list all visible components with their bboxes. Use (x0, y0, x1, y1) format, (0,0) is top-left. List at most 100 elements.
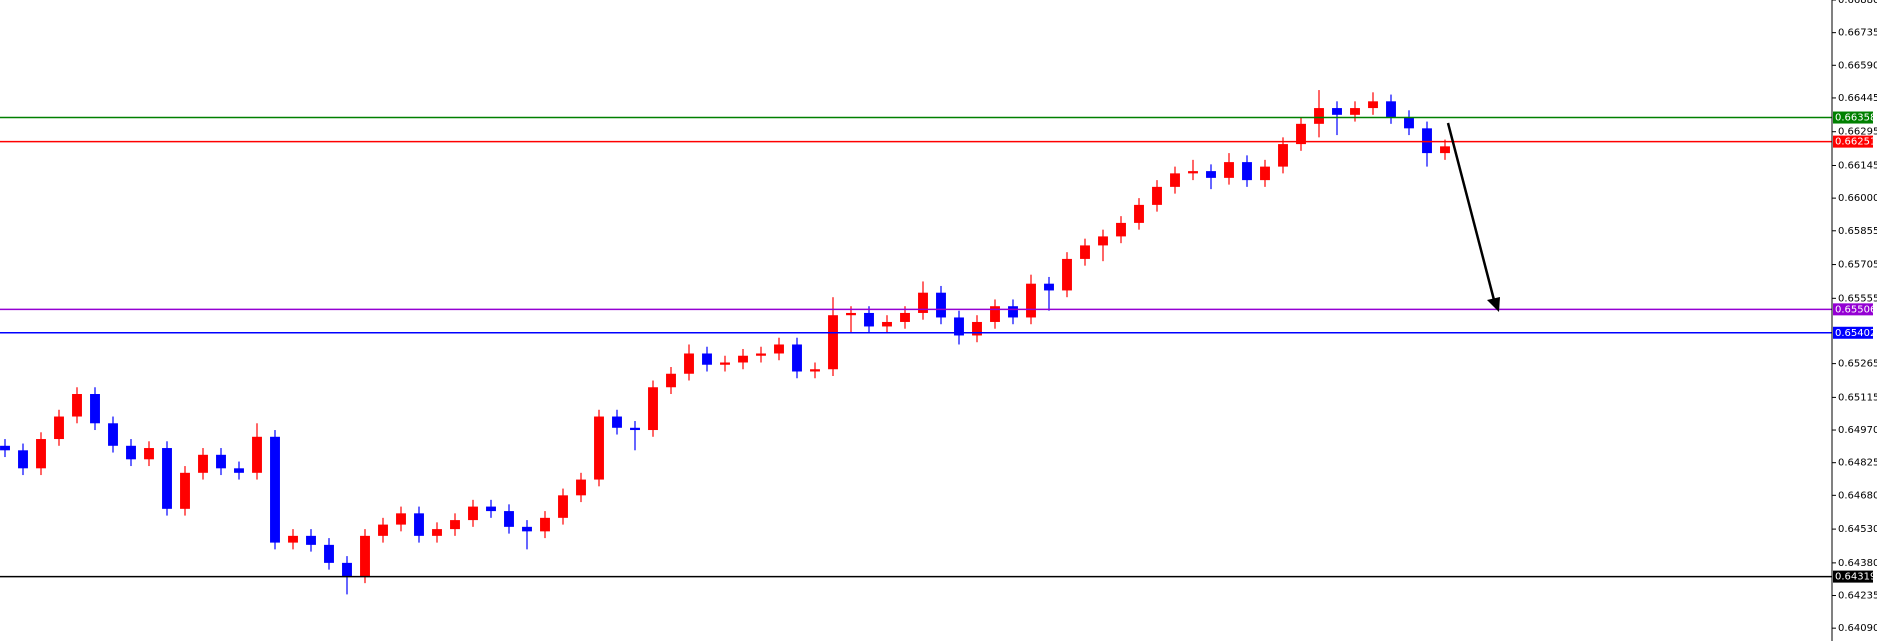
candle-body (1026, 283, 1036, 318)
candle-body (702, 353, 712, 365)
candle-body (756, 353, 766, 356)
candle-body (486, 506, 496, 512)
y-tick-label: 0.65555 (1838, 293, 1877, 304)
candle-body (774, 344, 784, 354)
candle-body (1224, 162, 1234, 178)
candle-body (738, 355, 748, 363)
candle-body (1062, 258, 1072, 291)
y-tick-label: 0.66000 (1838, 193, 1877, 204)
level-label: 0.66251 (1835, 137, 1876, 148)
y-tick-label: 0.64235 (1838, 591, 1877, 602)
candle-body (180, 472, 190, 509)
candle-body (1170, 173, 1180, 187)
candle-body (1242, 162, 1252, 181)
candle-body (648, 387, 658, 431)
candle-body (468, 506, 478, 521)
candle-body (450, 520, 460, 530)
candle-body (1152, 186, 1162, 205)
candle-body (144, 448, 154, 460)
candle-body (990, 306, 1000, 322)
arrow-head (1487, 297, 1500, 312)
candle-body (36, 439, 46, 469)
candle-body (270, 436, 280, 543)
candle-body (342, 562, 352, 577)
candle-body (1404, 117, 1414, 129)
candle-body (846, 312, 856, 316)
y-tick-label: 0.66445 (1838, 93, 1877, 104)
candle-body (864, 312, 874, 327)
candle-body (378, 524, 388, 536)
price-axis: 0.66880 0.66735 0.66590 0.66445 0.66295 0.661… (1832, 0, 1877, 634)
level-label-box (1833, 135, 1873, 148)
plot-area (0, 90, 1832, 595)
candle-body (1206, 171, 1216, 178)
level-label: 0.64319 (1835, 572, 1876, 583)
candle-body (324, 544, 334, 563)
candle-body (666, 373, 676, 388)
candle-body (234, 468, 244, 473)
candle-body (972, 321, 982, 336)
candle-body (1350, 108, 1360, 115)
candle-body (1440, 146, 1450, 154)
level-label-box (1833, 326, 1873, 339)
candle-body (882, 321, 892, 327)
candle-body (414, 513, 424, 536)
y-tick-label: 0.64380 (1838, 558, 1877, 569)
y-tick-label: 0.66145 (1838, 160, 1877, 171)
candle-body (1044, 283, 1054, 291)
candle-body (306, 535, 316, 545)
y-tick-label: 0.65705 (1838, 260, 1877, 271)
level-label-box (1833, 111, 1873, 124)
candle-body (1260, 166, 1270, 181)
y-tick-label: 0.64825 (1838, 458, 1877, 469)
candle-body (900, 312, 910, 322)
level-label-box (1833, 303, 1873, 316)
y-tick-label: 0.66735 (1838, 28, 1877, 39)
level-label: 0.66358 (1835, 113, 1876, 124)
candle-body (54, 416, 64, 440)
candle-body (126, 445, 136, 460)
candle-body (162, 448, 172, 509)
candle-body (594, 416, 604, 480)
y-tick-label: 0.65855 (1838, 226, 1877, 237)
candle-body (612, 416, 622, 428)
candle-body (1386, 101, 1396, 118)
candle-body (720, 362, 730, 365)
candle-body (936, 292, 946, 318)
candle-body (1080, 245, 1090, 259)
candle-body (1008, 306, 1018, 318)
candle-body (1422, 128, 1432, 154)
candle-body (90, 394, 100, 424)
candle-body (216, 454, 226, 469)
candle-body (918, 292, 928, 313)
y-tick-label: 0.66590 (1838, 60, 1877, 71)
candle-body (828, 315, 838, 370)
candle-body (684, 353, 694, 374)
candle-body (252, 436, 262, 473)
y-tick-label: 0.66880 (1838, 0, 1877, 6)
candle-body (1116, 222, 1126, 237)
candle-body (396, 513, 406, 525)
candle-body (1098, 236, 1108, 246)
candle-body (72, 394, 82, 417)
candle-body (288, 535, 298, 543)
candle-body (1278, 144, 1288, 167)
candle-body (1314, 108, 1324, 124)
arrow-shaft (1446, 122, 1496, 301)
candle-body (1332, 108, 1342, 115)
candle-body (954, 317, 964, 336)
forecast-arrow (1446, 122, 1500, 312)
candle-body (360, 535, 370, 577)
candle-body (0, 445, 10, 451)
candle-body (108, 423, 118, 446)
candle-body (504, 511, 514, 527)
candle-body (792, 344, 802, 372)
candle-body (1134, 204, 1144, 223)
candle-body (1296, 123, 1306, 145)
candle-body (558, 495, 568, 518)
candle-body (198, 454, 208, 473)
candle-body (576, 479, 586, 496)
y-tick-label: 0.65115 (1838, 392, 1877, 403)
